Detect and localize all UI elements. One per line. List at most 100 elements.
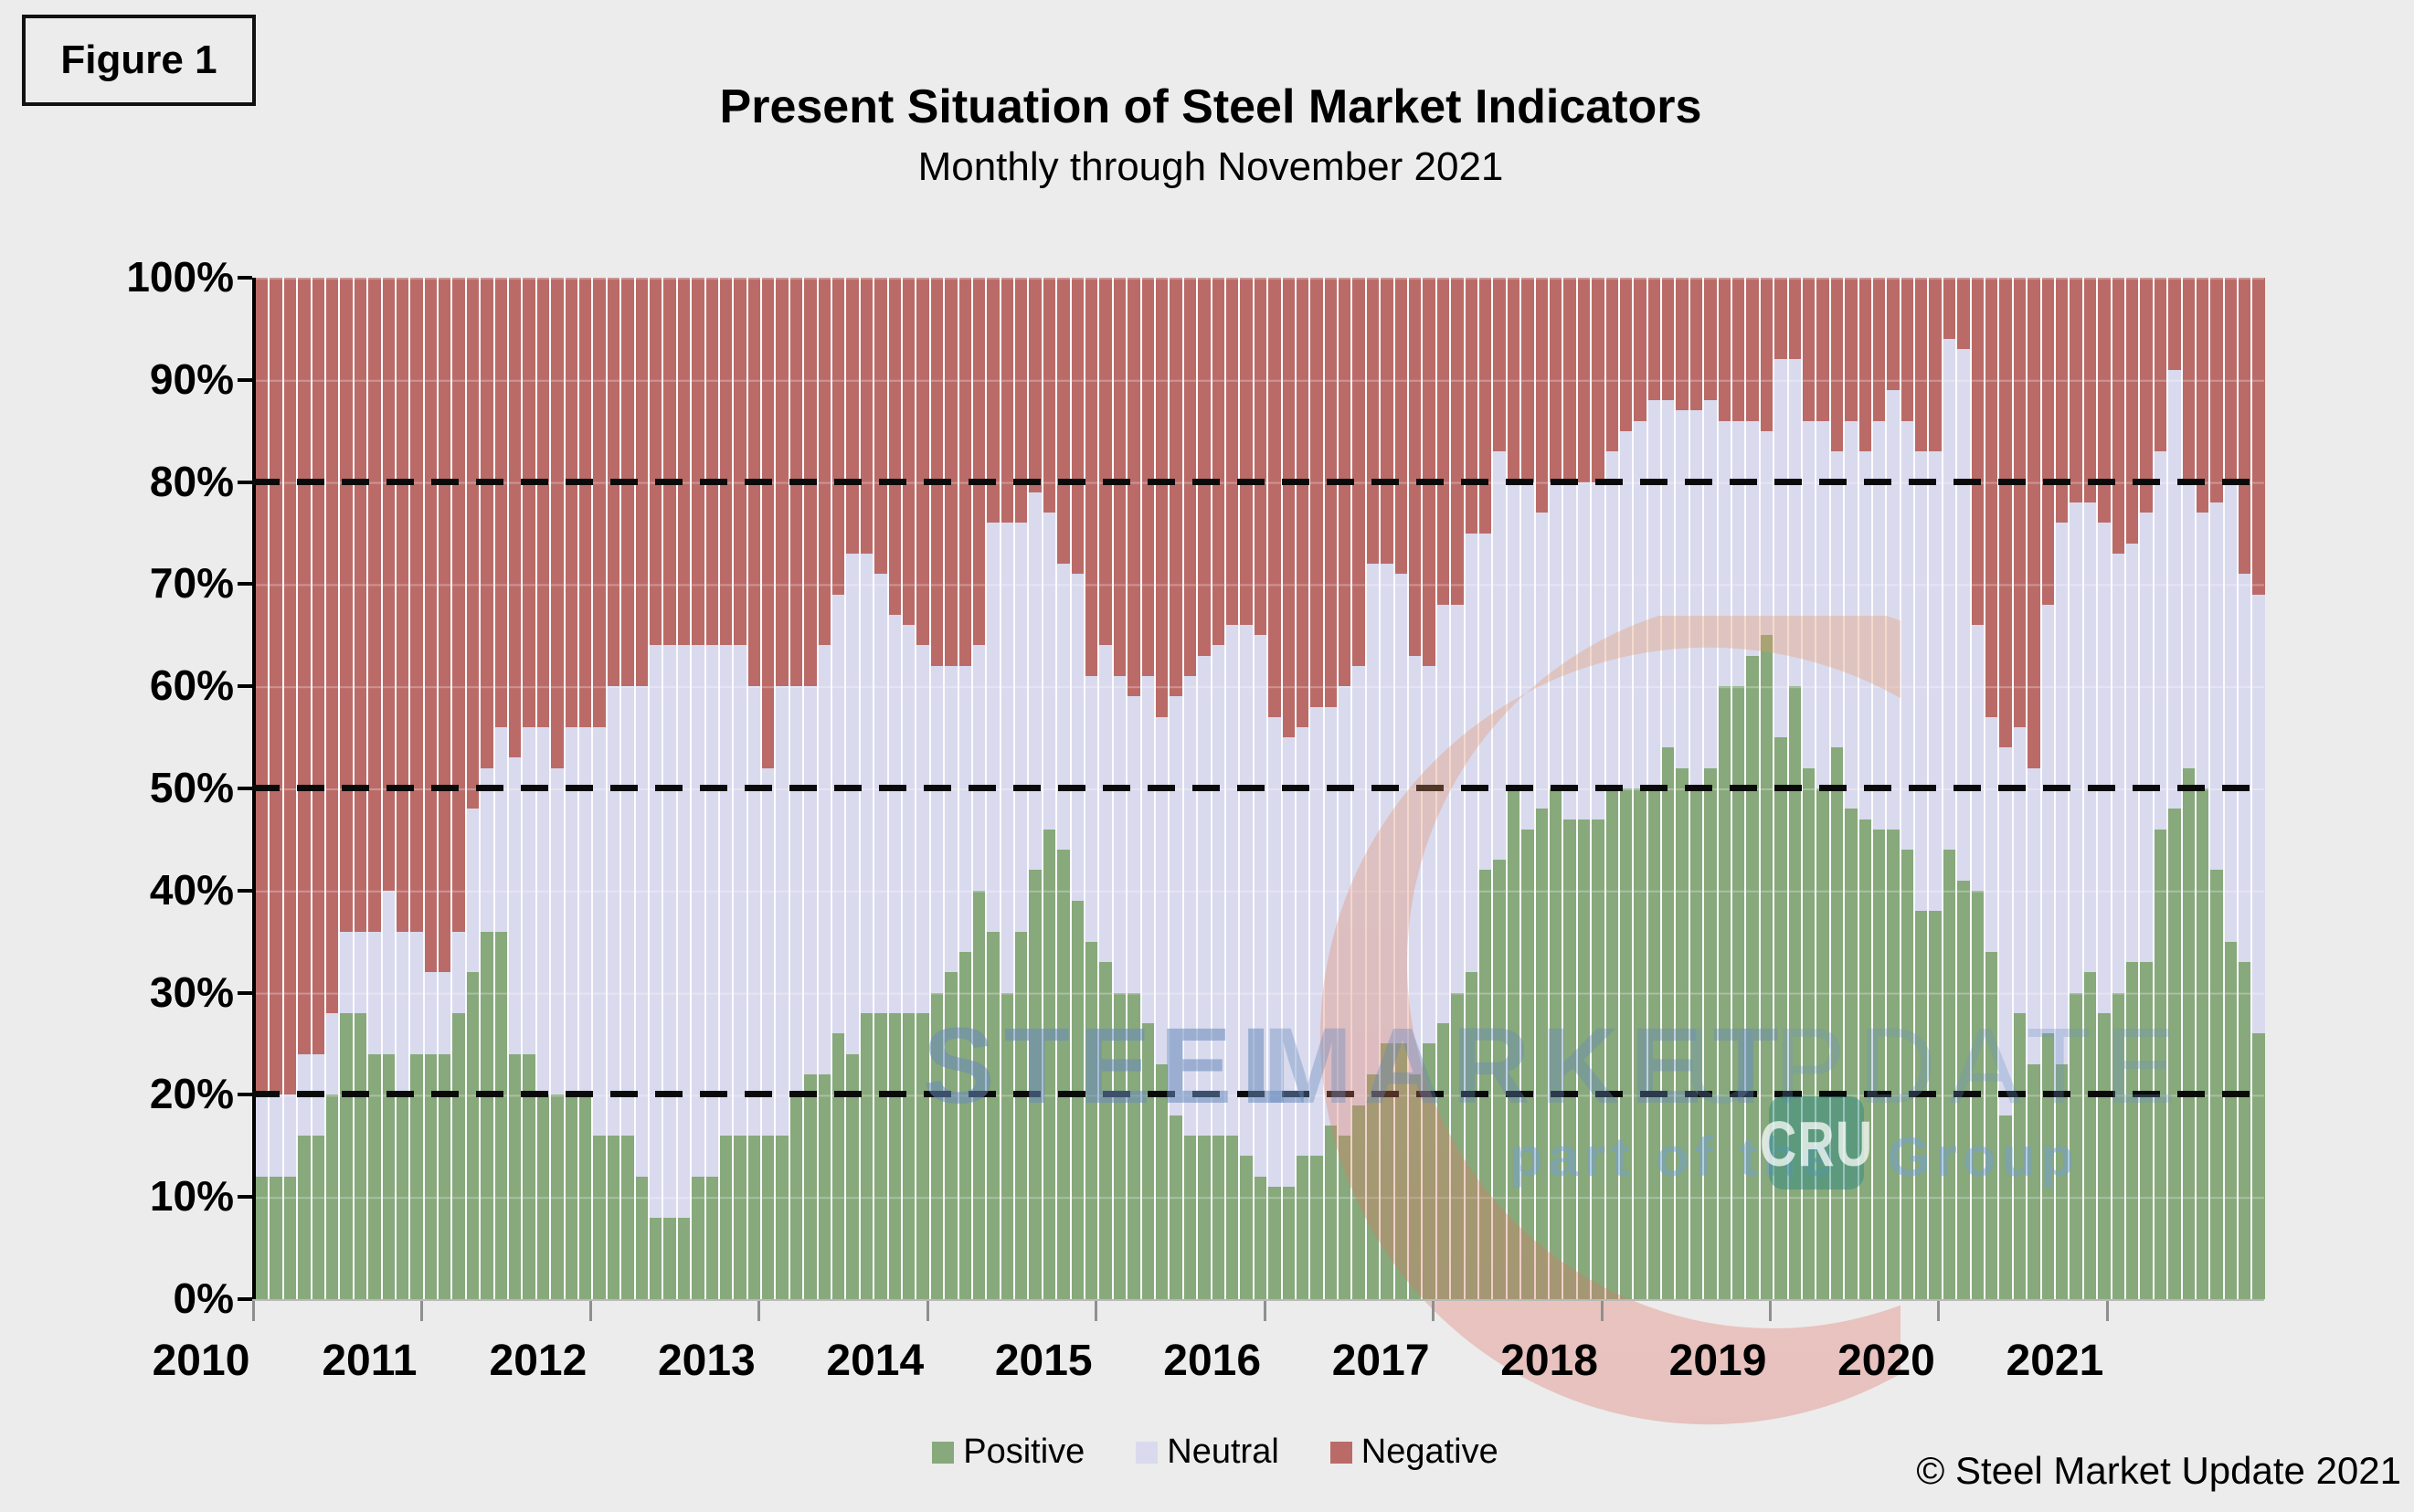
bar-month [1662, 278, 1675, 1299]
x-tick-mark [1769, 1301, 1773, 1321]
bar-segment-negative [1310, 278, 1323, 707]
bar-segment-positive [2125, 962, 2139, 1299]
bar-segment-negative [846, 278, 859, 554]
bar-month [1423, 278, 1435, 1299]
bar-segment-positive [298, 1136, 311, 1299]
bar-segment-negative [1634, 278, 1646, 421]
bar-segment-neutral [1718, 420, 1731, 687]
bar-segment-positive [1352, 1105, 1365, 1299]
bar-segment-negative [2083, 278, 2097, 502]
bar-segment-neutral [776, 686, 789, 1137]
bar-month [325, 278, 339, 1299]
x-tick-mark [1095, 1301, 1098, 1321]
bar-month [958, 278, 971, 1299]
bar-month [340, 278, 353, 1299]
bar-segment-positive [1409, 1074, 1422, 1299]
bar-segment-neutral [705, 645, 718, 1177]
y-tick-label: 90% [149, 354, 234, 403]
bar-segment-positive [1324, 1125, 1338, 1299]
bar-segment-positive [945, 972, 958, 1299]
bar-segment-neutral [663, 645, 676, 1218]
bar-month [1802, 278, 1816, 1299]
x-tick-mark [1432, 1301, 1435, 1321]
bar-segment-positive [747, 1136, 761, 1299]
bar-segment-neutral [1999, 747, 2012, 1115]
bar-segment-negative [1296, 278, 1309, 727]
bar-segment-positive [396, 1094, 409, 1299]
bar-segment-negative [256, 278, 269, 1095]
bar-segment-positive [1802, 767, 1816, 1299]
bar-month [1366, 278, 1380, 1299]
bar-month [832, 278, 845, 1299]
bar-month [776, 278, 789, 1299]
bar-month [1915, 278, 1928, 1299]
bar-segment-neutral [1662, 400, 1675, 748]
bar-segment-negative [578, 278, 592, 727]
bar-segment-positive [424, 1053, 438, 1299]
bar-month [1465, 278, 1477, 1299]
x-year-label: 2019 [1668, 1337, 1767, 1385]
bar-month [1409, 278, 1422, 1299]
bar-segment-negative [832, 278, 845, 595]
x-year-label: 2020 [1837, 1337, 1935, 1385]
x-tick-mark [588, 1301, 592, 1321]
legend-item-positive: Positive [932, 1433, 1085, 1472]
bar-segment-positive [256, 1176, 269, 1299]
bar-segment-neutral [382, 890, 395, 1054]
bar-segment-neutral [1156, 716, 1169, 1064]
bar-segment-negative [1549, 278, 1562, 482]
bar-segment-positive [439, 1053, 451, 1299]
bar-segment-positive [551, 1094, 564, 1299]
bar-segment-neutral [860, 553, 873, 1013]
bar-segment-positive [832, 1033, 845, 1299]
bar-month [1634, 278, 1646, 1299]
y-tick-label: 0% [173, 1274, 234, 1322]
bar-segment-positive [565, 1094, 577, 1299]
bar-month [1099, 278, 1112, 1299]
bar-segment-negative [2210, 278, 2223, 502]
bar-segment-negative [804, 278, 817, 687]
bar-segment-negative [1788, 278, 1801, 360]
bar-segment-positive [1183, 1136, 1197, 1299]
bar-segment-negative [1183, 278, 1197, 677]
bar-segment-positive [523, 1053, 535, 1299]
bar-month [1170, 278, 1182, 1299]
bar-month [1212, 278, 1224, 1299]
bar-segment-negative [916, 278, 929, 646]
y-tick-label: 50% [149, 764, 234, 811]
x-tick-mark [1263, 1301, 1266, 1321]
bar-segment-neutral [1957, 349, 1970, 881]
bar-segment-negative [2239, 278, 2251, 575]
bar-month [1268, 278, 1281, 1299]
bar-month [1887, 278, 1900, 1299]
bar-segment-neutral [1099, 645, 1112, 963]
bar-segment-positive [1718, 686, 1731, 1299]
bar-segment-negative [1830, 278, 1844, 452]
bar-month [1507, 278, 1520, 1299]
bar-segment-negative [1394, 278, 1408, 575]
bar-segment-negative [1563, 278, 1576, 482]
bar-segment-positive [649, 1217, 662, 1299]
bar-segment-negative [860, 278, 873, 554]
bar-segment-positive [2112, 992, 2124, 1299]
bar-month [1900, 278, 1914, 1299]
bar-segment-positive [1423, 1043, 1435, 1299]
bar-segment-neutral [298, 1053, 311, 1137]
bar-segment-negative [1760, 278, 1773, 431]
bar-segment-positive [1521, 829, 1534, 1299]
bar-segment-negative [972, 278, 986, 646]
bar-month [396, 278, 409, 1299]
bar-segment-neutral [1872, 420, 1886, 830]
x-year-label: 2012 [489, 1337, 588, 1385]
bar-segment-negative [663, 278, 676, 646]
bar-segment-neutral [1493, 451, 1506, 861]
bar-segment-neutral [2070, 502, 2082, 993]
bar-segment-negative [1423, 278, 1435, 666]
bar-segment-positive [410, 1053, 423, 1299]
bar-segment-negative [621, 278, 634, 687]
legend-swatch-negative [1329, 1441, 1352, 1464]
bar-segment-neutral [2056, 523, 2069, 1064]
bar-segment-neutral [607, 686, 620, 1137]
bar-segment-negative [270, 278, 282, 1095]
bar-segment-neutral [2239, 574, 2251, 963]
